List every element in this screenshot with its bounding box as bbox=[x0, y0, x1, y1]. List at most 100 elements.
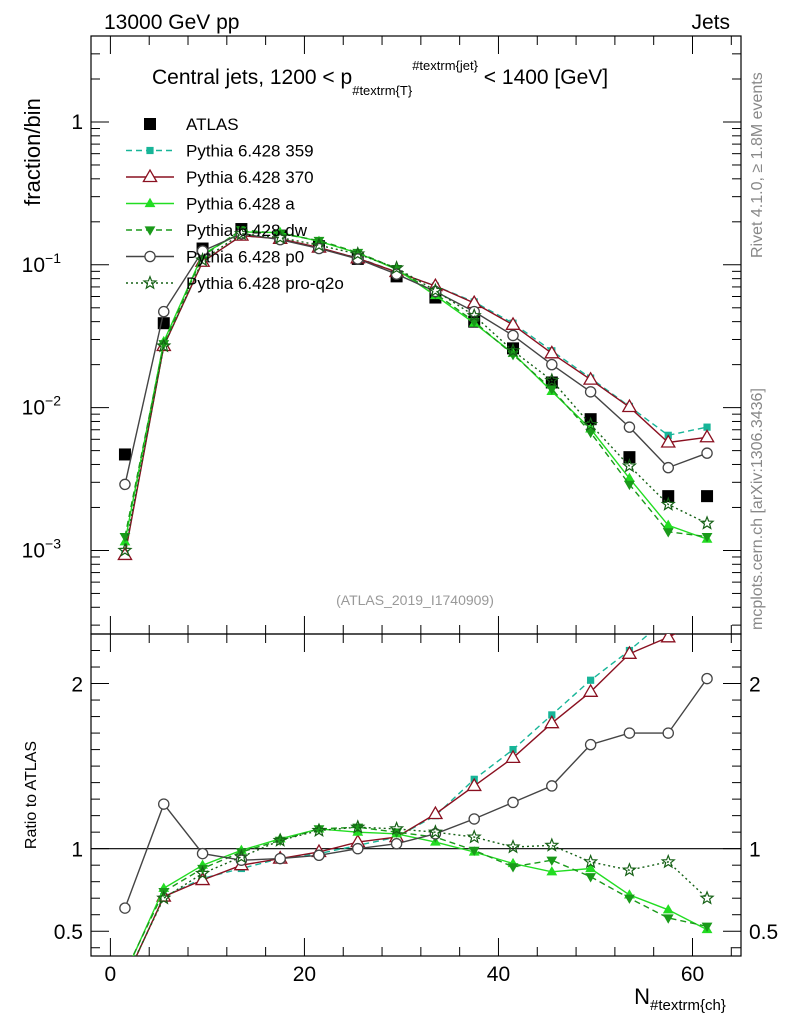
ratio-series-pythia-6-428-dw bbox=[132, 823, 713, 956]
ratio-y-label: Ratio to ATLAS bbox=[23, 741, 40, 849]
ratio-xtick-label: 0 bbox=[105, 963, 117, 986]
main-series-pythia-6-428-dw-marker bbox=[158, 340, 170, 350]
legend-entry-pythia-6-428-p0: Pythia 6.428 p0 bbox=[126, 248, 304, 267]
main-series-pythia-6-428-p0-marker bbox=[119, 478, 131, 491]
header-right: Jets bbox=[691, 11, 730, 34]
ratio-series-pythia-6-428-pro-q2o-line bbox=[135, 826, 708, 956]
legend-entry-pythia-6-428-370-label: Pythia 6.428 370 bbox=[186, 168, 314, 187]
x-label-base: N bbox=[634, 984, 650, 1009]
main-series-pythia-6-428-pro-q2o-marker bbox=[389, 260, 405, 275]
ratio-series-pythia-6-428-pro-q2o-marker bbox=[350, 819, 366, 834]
ratio-series-pythia-6-428-pro-q2o-marker bbox=[389, 820, 405, 836]
legend-entry-pythia-6-428-p0-label: Pythia 6.428 p0 bbox=[186, 248, 304, 267]
ratio-series-pythia-6-428-p0-marker bbox=[196, 847, 209, 860]
ratio-series-pythia-6-428-dw-marker bbox=[662, 914, 674, 924]
legend-entry-pythia-6-428-359: Pythia 6.428 359 bbox=[126, 142, 314, 161]
main-series-pythia-6-428-p0 bbox=[119, 227, 713, 491]
main-ytick-label: 10−3 bbox=[22, 535, 62, 562]
ratio-series-pythia-6-428-pro-q2o-marker bbox=[311, 822, 327, 837]
ratio-series-pythia-6-428-p0-marker bbox=[158, 798, 170, 810]
main-series-atlas-marker bbox=[662, 490, 675, 503]
ratio-series bbox=[119, 634, 715, 956]
ratio-series-pythia-6-428-p0-line bbox=[124, 678, 708, 909]
ratio-series-pythia-6-428-359-marker bbox=[509, 745, 517, 754]
main-series-atlas-marker bbox=[701, 490, 714, 503]
legend-entry-pythia-6-428-pro-q2o: Pythia 6.428 pro-q2o bbox=[126, 274, 344, 293]
ratio-series-pythia-6-428-370 bbox=[135, 634, 677, 956]
ratio-series-pythia-6-428-dw-marker bbox=[352, 823, 364, 833]
ratio-series-pythia-6-428-pro-q2o-marker bbox=[544, 837, 560, 852]
main-series-pythia-6-428-pro-q2o-marker bbox=[699, 515, 715, 530]
main-axes: 10−310−210−11 bbox=[22, 35, 741, 634]
main-ytick-exp: −1 bbox=[45, 250, 61, 266]
watermark: (ATLAS_2019_I1740909) bbox=[336, 592, 494, 608]
main-series-pythia-6-428-pro-q2o-marker bbox=[233, 225, 249, 241]
main-series-pythia-6-428-pro-q2o-marker bbox=[427, 282, 443, 298]
ratio-series-pythia-6-428-pro-q2o-marker bbox=[272, 832, 288, 847]
ratio-series-pythia-6-428-370-marker bbox=[466, 777, 482, 792]
legend-entry-pythia-6-428-pro-q2o-label: Pythia 6.428 pro-q2o bbox=[186, 274, 344, 293]
main-y-label: fraction/bin bbox=[20, 98, 45, 206]
ratio-series-pythia-6-428-pro-q2o-marker bbox=[699, 890, 715, 905]
legend-entry-atlas: ATLAS bbox=[144, 115, 239, 134]
ratio-series-pythia-6-428-dw-marker bbox=[274, 836, 286, 847]
main-series-pythia-6-428-370-marker bbox=[505, 316, 521, 330]
ratio-series-pythia-6-428-p0-marker bbox=[701, 672, 713, 685]
title-sub: #textrm{T} bbox=[352, 83, 413, 98]
ratio-series-pythia-6-428-p0-marker bbox=[313, 849, 325, 862]
main-title: Central jets, 1200 < p#textrm{T} #textrm{… bbox=[152, 58, 608, 98]
ratio-axes: 0.5 0.51 12 20 20 40 60 bbox=[54, 634, 778, 986]
ratio-panel: 0.5 0.51 12 20 20 40 60 Ratio to ATLAS N#textr… bbox=[23, 633, 778, 1014]
main-series-pythia-6-428-pro-q2o-marker bbox=[156, 338, 172, 353]
main-ytick-base: 10 bbox=[22, 397, 45, 420]
main-ytick-base: 10 bbox=[22, 539, 45, 562]
ratio-series-pythia-6-428-pro-q2o-marker bbox=[505, 839, 521, 854]
legend-entry-pythia-6-428-dw-marker bbox=[144, 226, 156, 236]
main-ytick-label: 10−2 bbox=[22, 393, 62, 420]
x-label-sub: #textrm{ch} bbox=[650, 997, 726, 1014]
main-series-pythia-6-428-pro-q2o-marker bbox=[544, 372, 560, 387]
ratio-ytick-label: 1 bbox=[71, 839, 83, 862]
ratio-series-pythia-6-428-p0 bbox=[119, 672, 713, 914]
ratio-ytick-label-right: 0.5 bbox=[749, 921, 778, 944]
title-pre: Central jets, 1200 < p bbox=[152, 66, 352, 89]
main-series-pythia-6-428-p0-marker bbox=[196, 245, 209, 257]
main-ytick-exp: −3 bbox=[45, 535, 61, 551]
ratio-xtick-label: 40 bbox=[487, 963, 510, 986]
main-series-pythia-6-428-p0-marker bbox=[662, 461, 674, 474]
ratio-series-pythia-6-428-370-marker bbox=[582, 683, 599, 697]
ratio-series-pythia-6-428-370-marker bbox=[427, 805, 444, 820]
main-series-pythia-6-428-a-marker bbox=[624, 472, 635, 482]
legend-entry-atlas-label: ATLAS bbox=[186, 115, 239, 134]
legend: ATLAS Pythia 6.428 359 Pythia 6.428 370 Pyt… bbox=[126, 115, 344, 293]
legend-entry-pythia-6-428-359-label: Pythia 6.428 359 bbox=[186, 142, 314, 161]
main-series-pythia-6-428-dw-marker bbox=[546, 385, 558, 395]
ratio-series-pythia-6-428-359-line bbox=[135, 634, 650, 956]
ratio-series-pythia-6-428-dw-marker bbox=[701, 922, 713, 932]
ratio-xtick-label: 20 bbox=[293, 963, 316, 986]
side-text-top: Rivet 4.1.0, ≥ 1.8M events bbox=[749, 72, 766, 258]
ratio-series-pythia-6-428-359-marker bbox=[587, 676, 595, 684]
main-series-pythia-6-428-370-marker bbox=[699, 429, 715, 443]
ratio-series-pythia-6-428-pro-q2o bbox=[135, 819, 715, 956]
ratio-series-pythia-6-428-p0-marker bbox=[623, 727, 636, 739]
ratio-series-pythia-6-428-p0-marker bbox=[546, 780, 558, 792]
ratio-series-pythia-6-428-p0-marker bbox=[468, 813, 480, 825]
main-series-pythia-6-428-p0-marker bbox=[546, 358, 558, 371]
main-series-pythia-6-428-370-marker bbox=[466, 294, 482, 309]
main-series-pythia-6-428-370-marker bbox=[660, 434, 676, 448]
ratio-series-pythia-6-428-pro-q2o-marker bbox=[660, 853, 676, 869]
ratio-series-pythia-6-428-a-marker bbox=[546, 866, 558, 876]
main-series-pythia-6-428-370-marker bbox=[544, 345, 560, 359]
ratio-series-pythia-6-428-a-marker bbox=[662, 904, 674, 914]
main-series-pythia-6-428-dw-marker bbox=[313, 236, 325, 247]
ratio-series-pythia-6-428-a-marker bbox=[585, 862, 597, 873]
legend-entry-pythia-6-428-dw-label: Pythia 6.428 dw bbox=[186, 221, 308, 240]
ratio-ytick-label: 2 bbox=[71, 674, 83, 697]
main-series-pythia-6-428-pro-q2o-marker bbox=[660, 496, 676, 511]
legend-entry-pythia-6-428-370-marker bbox=[142, 168, 158, 183]
main-series-pythia-6-428-dw-marker bbox=[662, 528, 674, 538]
legend-entry-pythia-6-428-p0-marker bbox=[144, 250, 156, 263]
main-series bbox=[117, 223, 715, 561]
